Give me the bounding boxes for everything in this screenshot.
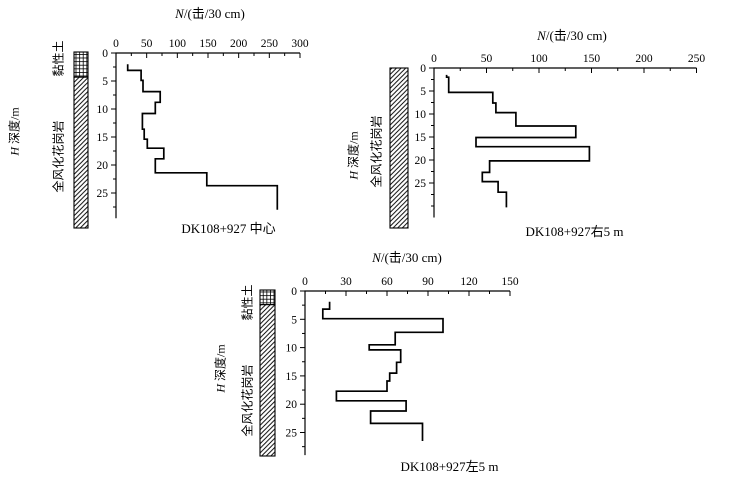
x-tick-label: 50 bbox=[141, 38, 153, 50]
axes bbox=[433, 67, 697, 218]
lithology-label-weathered-granite: 全风化花岗岩 bbox=[240, 364, 255, 437]
depth-tick-label: 25 bbox=[97, 188, 109, 200]
depth-tick-label: 10 bbox=[415, 109, 427, 121]
axis-title-variable: N bbox=[372, 250, 381, 265]
lithology-band-crosshatch bbox=[73, 51, 89, 78]
axis-title-variable: N bbox=[537, 28, 546, 43]
lithology-label-weathered-granite: 全风化花岗岩 bbox=[51, 120, 66, 193]
lithology-label-clay: 黏性土 bbox=[240, 284, 255, 321]
depth-axis-label: H 深度/m bbox=[345, 121, 362, 191]
axis-title-unit: /(击/30 cm) bbox=[380, 250, 442, 265]
x-tick-label: 100 bbox=[530, 53, 548, 65]
axis-title-unit: /(击/30 cm) bbox=[183, 6, 245, 21]
x-tick-label: 90 bbox=[422, 276, 434, 288]
axis-title-unit: /(击/30 cm) bbox=[545, 28, 607, 43]
x-tick-label: 100 bbox=[169, 38, 187, 50]
lithology-band-diagonal-hatch bbox=[73, 76, 89, 229]
depth-tick-label: 15 bbox=[415, 132, 427, 144]
depth-label-rest: 深度/m bbox=[7, 107, 22, 147]
x-tick-label: 60 bbox=[381, 276, 393, 288]
x-axis-title: N/(击/30 cm) bbox=[477, 25, 667, 44]
lithology-band-crosshatch bbox=[259, 289, 276, 306]
depth-axis-label: H 深度/m bbox=[6, 97, 23, 167]
lithology-band-diagonal-hatch bbox=[389, 67, 409, 229]
axis-title-variable: N bbox=[175, 6, 184, 21]
depth-tick-label: 25 bbox=[286, 428, 298, 440]
x-tick-label: 150 bbox=[199, 38, 217, 50]
depth-axis-label: H 深度/m bbox=[212, 334, 229, 404]
depth-label-variable: H bbox=[213, 384, 228, 393]
x-tick-label: 150 bbox=[501, 276, 519, 288]
lithology-label-clay: 黏性土 bbox=[51, 40, 66, 77]
depth-tick-label: 0 bbox=[102, 48, 108, 60]
depth-tick-label: 0 bbox=[291, 286, 297, 298]
x-tick-label: 150 bbox=[583, 53, 601, 65]
chart-center-plot: 0 50 100 150 200 250 300 0 5 10 15 20 25 bbox=[73, 38, 309, 229]
depth-tick-label: 15 bbox=[97, 132, 109, 144]
depth-label-variable: H bbox=[346, 171, 361, 180]
depth-tick-label: 5 bbox=[420, 86, 426, 98]
x-tick-label: 30 bbox=[340, 276, 352, 288]
x-tick-label: 300 bbox=[291, 38, 309, 50]
x-tick-label: 0 bbox=[302, 276, 308, 288]
x-tick-label: 0 bbox=[431, 53, 437, 65]
x-tick-label: 120 bbox=[460, 276, 478, 288]
depth-label-rest: 深度/m bbox=[213, 344, 228, 384]
lithology-label-weathered-granite: 全风化花岗岩 bbox=[369, 115, 384, 188]
x-tick-label: 250 bbox=[688, 53, 706, 65]
spt-step-line bbox=[321, 301, 444, 441]
lithology-band-diagonal-hatch bbox=[259, 304, 276, 457]
x-tick-label: 200 bbox=[635, 53, 653, 65]
chart-left5m-plot: 0 30 60 90 120 150 0 5 10 15 20 25 bbox=[259, 276, 519, 457]
depth-tick-label: 10 bbox=[97, 104, 109, 116]
chart-caption: DK108+927左5 m bbox=[400, 459, 499, 474]
depth-tick-label: 20 bbox=[415, 155, 427, 167]
x-tick-label: 50 bbox=[481, 53, 493, 65]
x-tick-label: 250 bbox=[261, 38, 279, 50]
depth-label-variable: H bbox=[7, 147, 22, 156]
axes bbox=[304, 290, 511, 456]
depth-tick-label: 5 bbox=[102, 76, 108, 88]
x-axis-title: N/(击/30 cm) bbox=[312, 247, 502, 266]
chart-caption: DK108+927右5 m bbox=[525, 224, 624, 239]
x-axis-title: N/(击/30 cm) bbox=[115, 3, 305, 22]
chart-right5m-plot: 0 50 100 150 200 250 0 5 10 15 20 25 bbox=[389, 53, 706, 229]
depth-tick-label: 25 bbox=[415, 178, 427, 190]
depth-tick-label: 15 bbox=[286, 371, 298, 383]
depth-label-rest: 深度/m bbox=[346, 131, 361, 171]
depth-tick-label: 20 bbox=[97, 160, 109, 172]
chart-caption: DK108+927 中心 bbox=[181, 221, 276, 236]
spt-step-line bbox=[445, 74, 591, 208]
depth-tick-label: 0 bbox=[420, 63, 426, 75]
x-tick-label: 0 bbox=[113, 38, 119, 50]
x-tick-label: 200 bbox=[230, 38, 248, 50]
depth-tick-label: 10 bbox=[286, 343, 298, 355]
depth-tick-label: 5 bbox=[291, 314, 297, 326]
depth-tick-label: 20 bbox=[286, 399, 298, 411]
spt-step-line bbox=[126, 64, 279, 210]
